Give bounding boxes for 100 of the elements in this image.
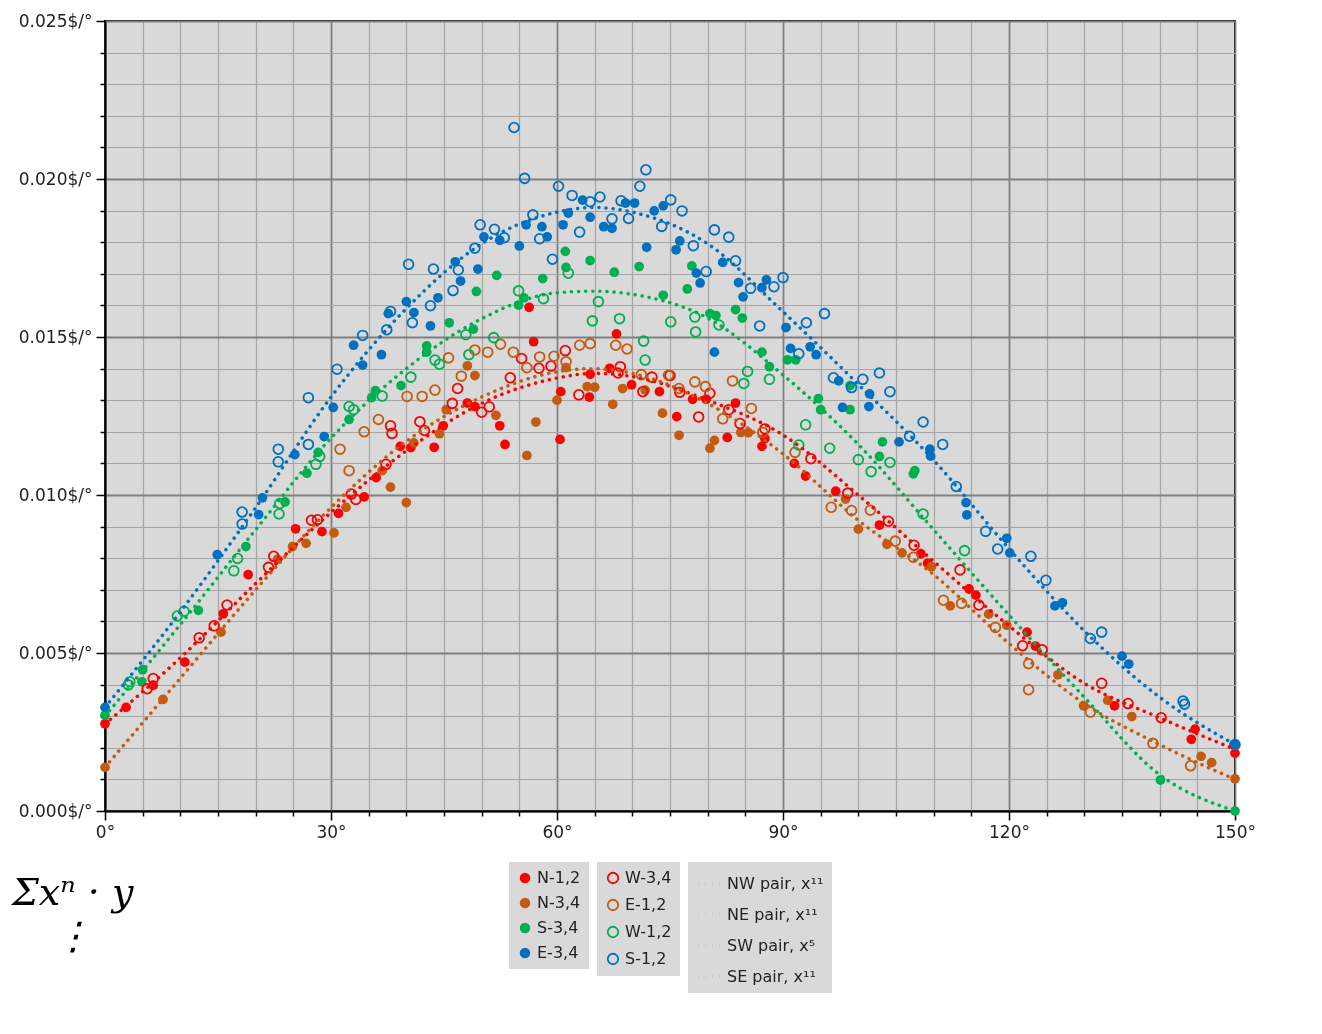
point — [171, 610, 184, 622]
point — [1184, 760, 1197, 772]
point — [386, 427, 398, 440]
point — [468, 324, 479, 334]
point — [864, 504, 877, 516]
legend-label: SW pair, x⁵ — [727, 935, 816, 955]
point — [789, 446, 801, 459]
point — [310, 458, 322, 471]
point — [654, 386, 665, 397]
point — [512, 285, 525, 297]
point — [709, 435, 720, 446]
point — [274, 497, 286, 510]
point — [584, 337, 596, 350]
point — [418, 424, 431, 437]
legend-label: SE pair, x¹¹ — [727, 966, 816, 986]
point — [799, 419, 812, 431]
point — [793, 439, 805, 451]
point — [865, 465, 877, 478]
point — [584, 392, 595, 402]
point — [845, 504, 858, 517]
x-tick-label: 90° — [768, 821, 799, 842]
point — [208, 620, 221, 632]
point — [341, 502, 351, 513]
point — [483, 401, 495, 413]
point — [193, 632, 205, 644]
point — [705, 443, 715, 454]
legend-label: W-1,2 — [625, 922, 672, 941]
point — [358, 426, 370, 438]
point — [614, 360, 627, 373]
point — [823, 442, 836, 454]
point — [442, 352, 455, 364]
point — [462, 360, 473, 371]
point — [1109, 700, 1120, 711]
x-tick-label: 60° — [542, 821, 573, 842]
point — [372, 413, 385, 426]
point — [759, 423, 771, 435]
point — [689, 311, 701, 323]
point — [573, 339, 586, 351]
point — [491, 410, 501, 421]
point — [345, 488, 358, 500]
y-tick-label: 0.020$/° — [18, 168, 93, 189]
point — [692, 411, 705, 423]
y-tick-label: 0.005$/° — [18, 642, 93, 663]
point — [611, 328, 622, 339]
y-tick-label: 0.015$/° — [18, 326, 93, 347]
point — [722, 403, 735, 416]
point — [607, 399, 618, 410]
x-tick-label: 0° — [95, 821, 116, 842]
point — [528, 336, 539, 347]
point — [1022, 683, 1035, 696]
point — [639, 354, 651, 366]
point — [471, 286, 482, 297]
point — [228, 565, 240, 577]
point — [1053, 669, 1063, 680]
point — [713, 319, 725, 331]
point — [658, 290, 669, 301]
point — [504, 372, 517, 384]
point — [853, 524, 864, 534]
point — [521, 450, 532, 461]
point — [612, 367, 624, 379]
point — [500, 439, 510, 450]
point — [573, 389, 585, 401]
point — [262, 561, 275, 574]
point — [524, 302, 534, 313]
point — [674, 430, 684, 441]
point — [470, 370, 480, 381]
point — [1084, 706, 1097, 718]
point — [926, 561, 937, 572]
point — [671, 411, 682, 422]
point — [446, 397, 459, 410]
point — [301, 538, 312, 549]
point — [704, 387, 716, 400]
point — [722, 432, 733, 443]
point — [401, 497, 412, 508]
point — [429, 354, 441, 366]
legend-label: W-3,4 — [625, 868, 672, 887]
point — [481, 346, 494, 358]
point — [1102, 695, 1113, 706]
point — [469, 344, 481, 356]
point — [122, 679, 135, 691]
point — [555, 386, 566, 397]
point — [231, 552, 244, 565]
point — [429, 384, 441, 396]
point — [463, 348, 475, 361]
point — [586, 315, 599, 327]
point — [380, 458, 392, 471]
legend-label: N-1,2 — [537, 868, 581, 887]
point — [973, 599, 985, 611]
point — [429, 442, 440, 453]
point — [343, 400, 355, 413]
point — [1022, 657, 1035, 670]
point — [494, 338, 507, 351]
point — [521, 361, 533, 374]
point — [475, 406, 488, 418]
point — [592, 295, 605, 308]
point — [414, 415, 426, 428]
point — [711, 310, 721, 321]
point — [347, 403, 360, 416]
point — [617, 383, 628, 394]
x-tick-label: 120° — [989, 821, 1030, 842]
